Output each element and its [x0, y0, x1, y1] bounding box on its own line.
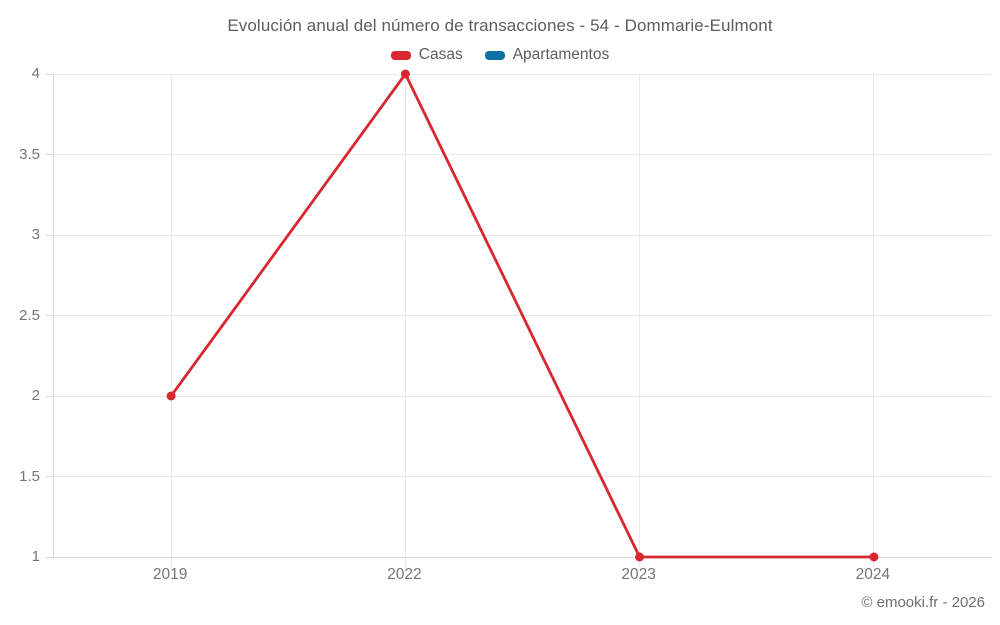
v-gridline: [170, 74, 172, 567]
y-axis-tick-label: 1.5: [19, 467, 40, 485]
y-axis-tick-label: 3.5: [19, 145, 40, 163]
series-line-casas: [169, 72, 874, 559]
y-tick: [46, 476, 54, 477]
data-point-casas-2019[interactable]: [166, 391, 176, 401]
y-tick: [46, 395, 54, 397]
h-gridline: [46, 154, 991, 155]
x-axis-tick-label: 2022: [387, 566, 422, 583]
v-gridline: [639, 74, 641, 567]
legend-swatch-icon: [484, 50, 505, 60]
plot-area: [46, 69, 991, 567]
data-point-casas-2022[interactable]: [400, 69, 410, 79]
y-tick: [46, 154, 54, 155]
copyright-text: © emooki.fr - 2026: [861, 594, 985, 611]
h-gridline: [46, 234, 991, 236]
v-gridline: [404, 74, 406, 567]
x-axis-tick-label: 2024: [855, 566, 891, 583]
legend-label: Apartamentos: [512, 46, 610, 63]
chart-title: Evolución anual del número de transaccio…: [227, 16, 773, 35]
y-axis-tick-label: 1: [31, 548, 40, 565]
y-axis-tick-label: 2: [31, 387, 40, 404]
y-tick: [46, 234, 54, 236]
data-point-casas-2023[interactable]: [635, 552, 645, 562]
h-gridline: [46, 395, 991, 397]
data-point-casas-2024[interactable]: [869, 552, 879, 562]
y-axis-tick-label: 3: [31, 226, 40, 243]
y-tick: [46, 315, 54, 316]
y-tick: [46, 73, 54, 75]
y-tick: [46, 556, 54, 558]
legend-item-casas[interactable]: Casas: [390, 46, 463, 64]
x-axis-tick-label: 2023: [621, 566, 656, 583]
h-gridline: [46, 315, 991, 316]
y-axis-tick-label: 4: [31, 65, 40, 82]
legend-label: Casas: [418, 46, 463, 63]
legend: Casas Apartamentos: [0, 46, 1000, 64]
legend-swatch-icon: [390, 50, 411, 60]
v-gridline: [873, 74, 875, 567]
y-axis-tick-label: 2.5: [19, 306, 40, 324]
h-gridline: [46, 73, 991, 75]
h-gridline: [46, 476, 991, 477]
legend-item-apartamentos[interactable]: Apartamentos: [484, 46, 610, 64]
x-axis-tick-label: 2019: [152, 566, 188, 583]
series-layer: [166, 69, 879, 562]
